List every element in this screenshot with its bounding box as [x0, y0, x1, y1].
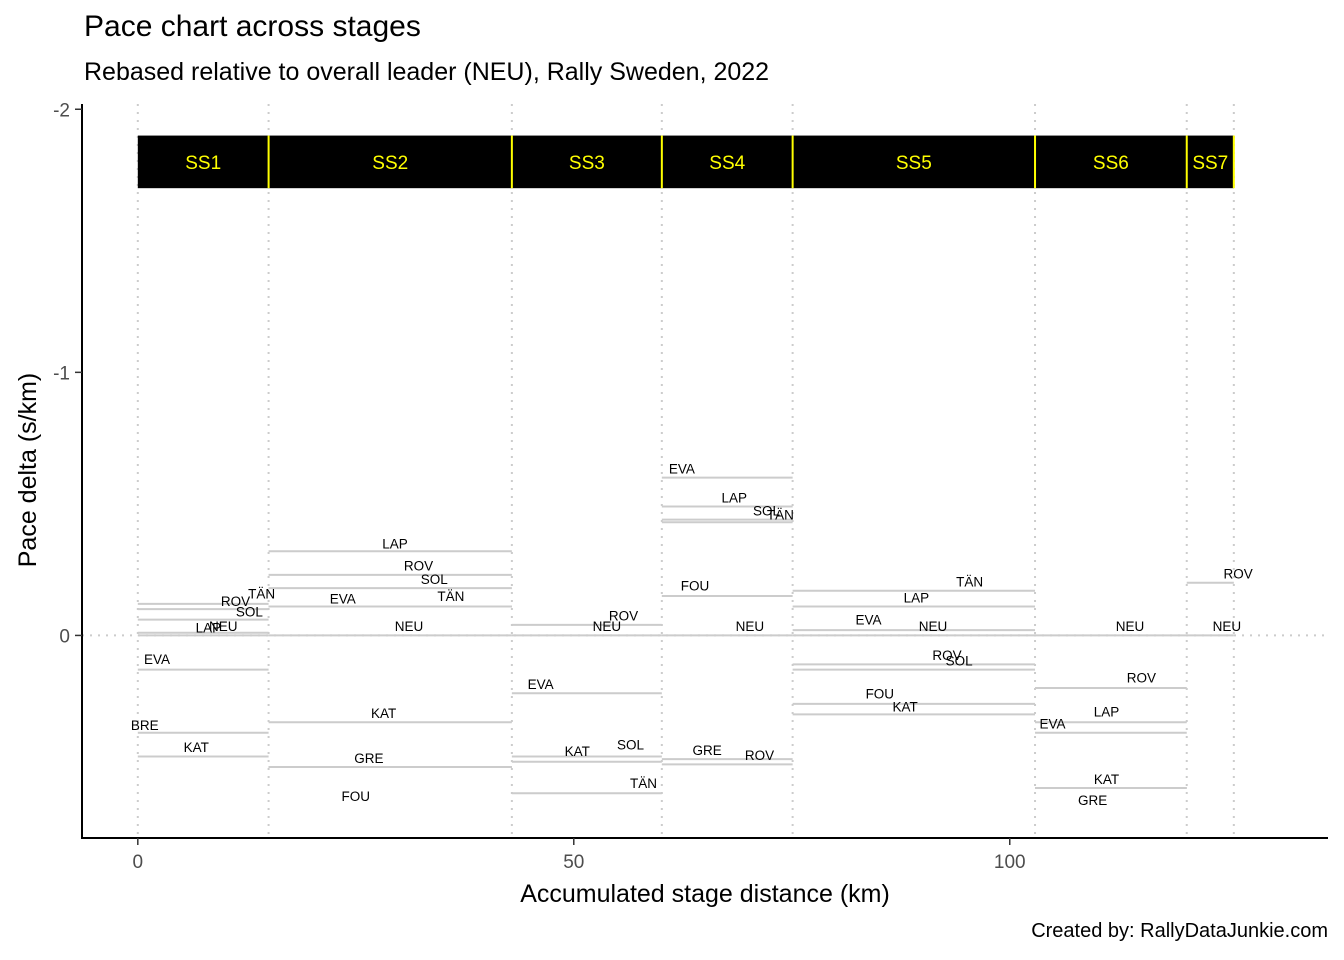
chart-title: Pace chart across stages	[84, 10, 421, 43]
x-tick-label: 50	[563, 852, 584, 873]
driver-label: NEU	[1213, 619, 1242, 634]
driver-label: ROV	[404, 559, 433, 574]
driver-label: KAT	[892, 699, 917, 714]
driver-label: ROV	[932, 648, 961, 663]
driver-label: EVA	[528, 677, 554, 692]
driver-label: LAP	[382, 536, 408, 551]
driver-label: GRE	[1078, 793, 1107, 808]
driver-label: FOU	[342, 789, 371, 804]
stage-band-ss3	[511, 135, 662, 189]
driver-label: NEU	[593, 619, 622, 634]
y-tick-label: -2	[53, 100, 70, 121]
driver-label: ROV	[1127, 671, 1156, 686]
driver-label: TÄN	[767, 507, 794, 522]
x-tick-label: 0	[133, 852, 144, 873]
driver-label: KAT	[1094, 772, 1119, 787]
driver-label: NEU	[1116, 619, 1145, 634]
driver-label: TÄN	[956, 574, 983, 589]
driver-label: FOU	[866, 686, 895, 701]
driver-label: SOL	[421, 572, 449, 587]
stage-band-ss1	[137, 135, 269, 189]
stage-band-ss6	[1035, 135, 1187, 189]
chart-subtitle: Rebased relative to overall leader (NEU)…	[84, 58, 770, 86]
driver-label: NEU	[736, 619, 765, 634]
driver-label: ROV	[221, 594, 250, 609]
chart-caption: Created by: RallyDataJunkie.com	[1031, 920, 1328, 942]
x-tick-label: 100	[994, 852, 1026, 873]
x-axis-title: Accumulated stage distance (km)	[520, 880, 890, 908]
driver-label: KAT	[565, 744, 590, 759]
stage-label-ss3: SS3	[569, 153, 605, 174]
driver-label: ROV	[1224, 567, 1253, 582]
driver-label: NEU	[919, 619, 948, 634]
driver-label: SOL	[617, 738, 645, 753]
driver-label: TÄN	[630, 776, 657, 791]
driver-label: EVA	[669, 461, 695, 476]
y-tick-label: 0	[59, 626, 70, 647]
stage-label-ss5: SS5	[896, 153, 932, 174]
stage-band-ss5	[792, 135, 1036, 189]
driver-label: LAP	[1094, 705, 1120, 720]
driver-label: TÄN	[248, 586, 275, 601]
driver-label: KAT	[371, 706, 396, 721]
plot-area: SS1 SS2 SS3 SS4 SS5 SS6 SS7TÄNROVSOLLAPNEUEVAB…	[82, 104, 1328, 838]
driver-label: SOL	[236, 605, 264, 620]
driver-label: FOU	[681, 578, 710, 593]
stage-label-ss6: SS6	[1093, 153, 1129, 174]
driver-label: GRE	[693, 743, 722, 758]
driver-label: LAP	[196, 621, 222, 636]
stage-band-ss7	[1186, 135, 1234, 189]
driver-label: NEU	[209, 619, 238, 634]
stage-label-ss7: SS7	[1192, 153, 1228, 174]
stage-label-ss2: SS2	[372, 153, 408, 174]
y-axis-title: Pace delta (s/km)	[14, 373, 42, 568]
driver-label: LAP	[721, 490, 747, 505]
driver-label: EVA	[330, 592, 356, 607]
driver-label: KAT	[184, 740, 209, 755]
driver-label: SOL	[946, 653, 974, 668]
stage-label-ss1: SS1	[185, 153, 221, 174]
driver-label: ROV	[609, 609, 638, 624]
driver-label: EVA	[1039, 717, 1065, 732]
driver-label: GRE	[354, 751, 383, 766]
driver-label: SOL	[753, 503, 781, 518]
stage-band-ss4	[661, 135, 793, 189]
driver-label: EVA	[144, 652, 170, 667]
driver-label: BRE	[131, 718, 159, 733]
y-tick-label: -1	[53, 363, 70, 384]
stage-band-ss2	[268, 135, 512, 189]
driver-label: ROV	[745, 748, 774, 763]
stage-label-ss4: SS4	[709, 153, 745, 174]
driver-label: NEU	[395, 619, 424, 634]
driver-label: EVA	[855, 613, 881, 628]
driver-label: TÄN	[437, 589, 464, 604]
driver-label: LAP	[904, 590, 930, 605]
